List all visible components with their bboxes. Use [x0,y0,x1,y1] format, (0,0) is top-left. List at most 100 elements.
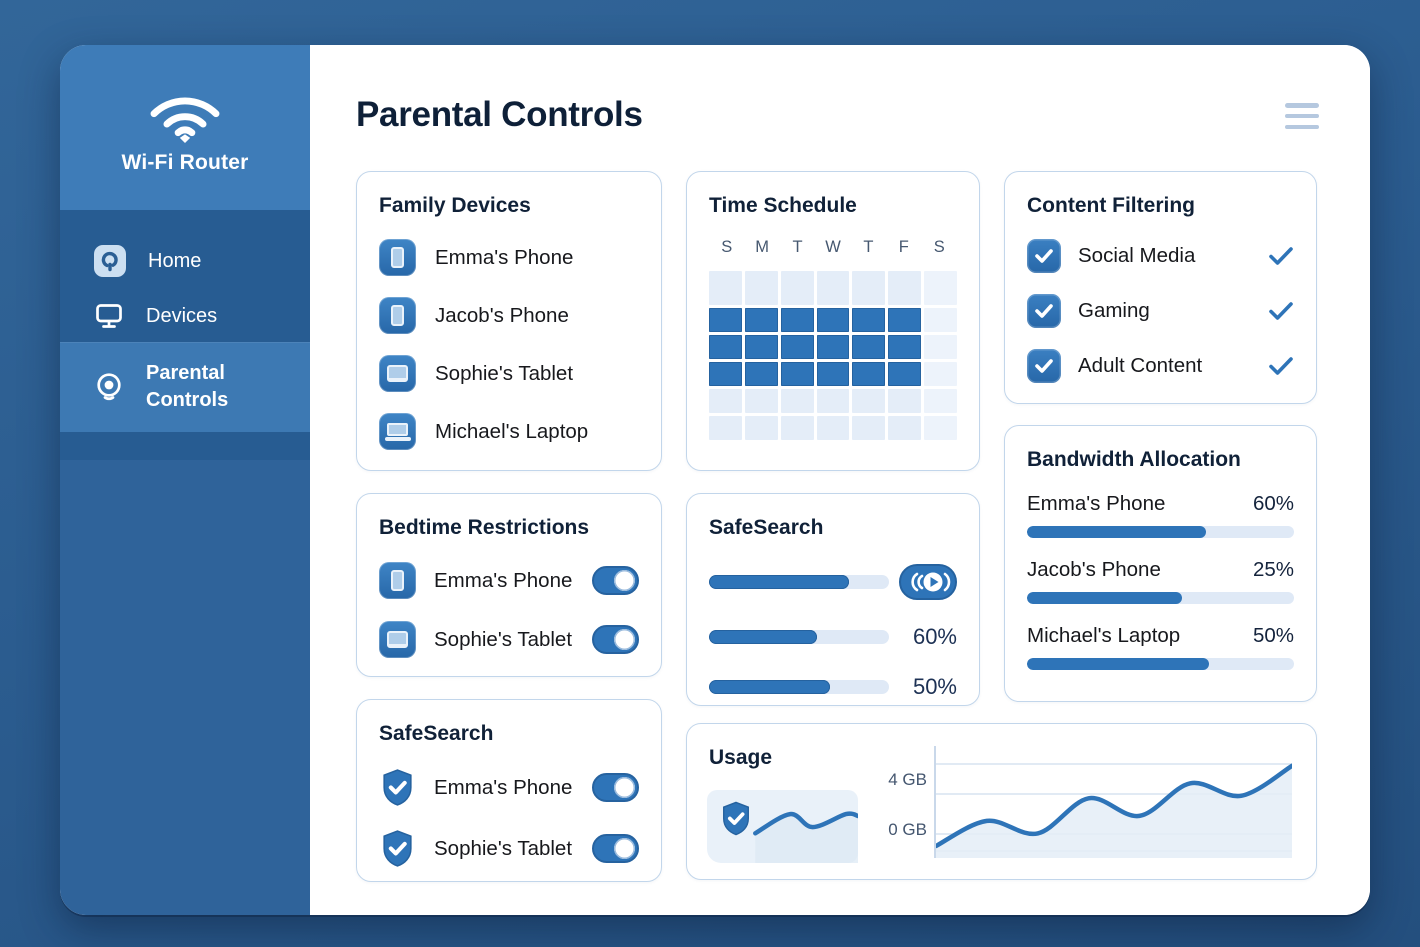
device-name: Jacob's Phone [1027,558,1161,581]
schedule-cell[interactable] [816,308,850,332]
list-item[interactable]: Michael's Laptop [379,413,639,450]
schedule-cell[interactable] [744,362,778,386]
bandwidth-value: 50% [1252,624,1294,647]
brand-label: Wi-Fi Router [121,150,249,174]
schedule-cell[interactable] [924,308,957,332]
schedule-cell[interactable] [744,335,778,359]
bandwidth-allocation-card: Bandwidth Allocation Emma's Phone 60% Ja… [1004,425,1317,702]
schedule-cell[interactable] [780,308,814,332]
schedule-cell[interactable] [852,362,886,386]
schedule-cell[interactable] [709,335,742,359]
schedule-cell[interactable] [924,389,957,413]
schedule-cell[interactable] [709,308,742,332]
filter-row: Adult Content [1027,349,1294,383]
schedule-cell[interactable] [852,271,886,305]
schedule-cell[interactable] [709,362,742,386]
schedule-cell[interactable] [852,308,886,332]
schedule-cell[interactable] [852,389,886,413]
schedule-cell[interactable] [780,362,814,386]
day-label: S [721,238,733,256]
check-status-icon [1269,357,1293,375]
schedule-cell[interactable] [816,416,850,440]
hamburger-menu-icon[interactable] [1285,103,1319,129]
filter-label: Social Media [1078,244,1196,267]
checkbox-checked[interactable] [1027,294,1061,328]
safesearch-device-row: Sophie's Tablet [379,829,639,868]
check-status-icon [1269,247,1293,265]
sidebar-item-devices[interactable]: Devices [60,290,310,342]
sidebar-item-parental-controls[interactable]: Parental Controls [60,342,310,432]
schedule-cell[interactable] [780,335,814,359]
schedule-cell[interactable] [744,416,778,440]
list-item[interactable]: Jacob's Phone [379,297,639,334]
schedule-cell[interactable] [888,416,922,440]
device-name: Michael's Laptop [1027,624,1181,647]
schedule-cell[interactable] [780,271,814,305]
card-title: Family Devices [379,194,531,217]
schedule-cell[interactable] [744,308,778,332]
tablet-icon [379,355,416,392]
bedtime-row: Emma's Phone [379,562,639,599]
shield-check-icon [719,800,753,842]
schedule-cell[interactable] [888,308,922,332]
bandwidth-bar [1027,526,1294,538]
schedule-cell[interactable] [816,271,850,305]
list-item[interactable]: Sophie's Tablet [379,355,639,392]
schedule-cell[interactable] [780,389,814,413]
safesearch-slider[interactable] [709,630,889,644]
schedule-cell[interactable] [816,389,850,413]
toggle-on[interactable] [592,566,639,595]
day-label: T [792,238,803,256]
schedule-cell[interactable] [709,416,742,440]
card-title: SafeSearch [709,516,824,539]
toggle-on[interactable] [592,773,639,802]
schedule-cell[interactable] [924,416,957,440]
day-label: M [755,238,769,256]
schedule-cell[interactable] [780,416,814,440]
sidebar-lower-panel [60,460,310,915]
usage-main-chart [933,763,1295,858]
checkbox-checked[interactable] [1027,239,1061,273]
schedule-cell[interactable] [888,335,922,359]
schedule-cell[interactable] [924,335,957,359]
bandwidth-bar [1027,658,1294,670]
safesearch-toggle-icon[interactable] [899,564,957,600]
time-schedule-grid [709,271,957,440]
schedule-cell[interactable] [924,271,957,305]
day-header-row: S M T W T F S [709,238,957,257]
toggle-on[interactable] [592,834,639,863]
schedule-cell[interactable] [744,389,778,413]
schedule-cell[interactable] [888,271,922,305]
bandwidth-item: Jacob's Phone 25% [1027,558,1294,604]
content-filtering-card: Content Filtering Social Media Gaming [1004,171,1317,404]
usage-main-chart-frame [933,746,1295,858]
sidebar-item-home[interactable]: Home [60,232,310,290]
safesearch-slider[interactable] [709,680,889,694]
device-name: Sophie's Tablet [434,836,573,860]
list-item[interactable]: Emma's Phone [379,239,639,276]
device-name: Jacob's Phone [435,303,569,327]
schedule-cell[interactable] [744,271,778,305]
day-label: F [898,238,909,256]
safesearch-slider[interactable] [709,575,889,589]
schedule-cell[interactable] [924,362,957,386]
usage-y-axis: 4 GB 0 GB [883,724,927,879]
schedule-cell[interactable] [816,362,850,386]
time-schedule-card: Time Schedule S M T W T F S [686,171,980,471]
card-title: Bandwidth Allocation [1027,448,1241,471]
schedule-cell[interactable] [852,416,886,440]
shield-check-icon [379,768,416,807]
toggle-on[interactable] [592,625,639,654]
schedule-cell[interactable] [709,389,742,413]
schedule-cell[interactable] [888,389,922,413]
safesearch-value: 50% [912,674,957,699]
device-name: Emma's Phone [435,245,574,269]
parental-controls-icon [94,372,124,402]
card-title: Content Filtering [1027,194,1195,217]
schedule-cell[interactable] [852,335,886,359]
sidebar-item-label: Devices [146,304,218,327]
schedule-cell[interactable] [888,362,922,386]
schedule-cell[interactable] [816,335,850,359]
schedule-cell[interactable] [709,271,742,305]
checkbox-checked[interactable] [1027,349,1061,383]
